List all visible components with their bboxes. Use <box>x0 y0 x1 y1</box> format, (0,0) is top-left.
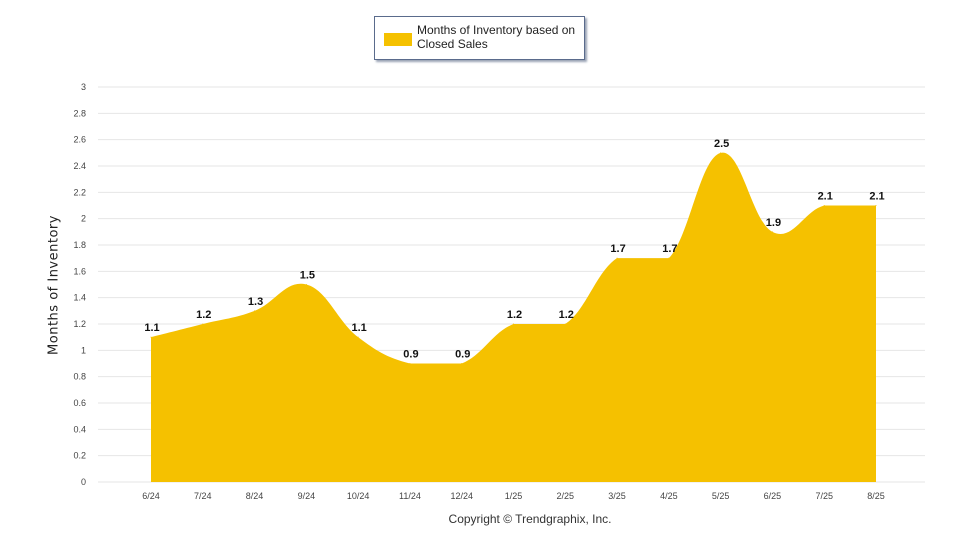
data-point <box>254 310 256 312</box>
x-tick-label: 11/24 <box>399 491 421 501</box>
series-area <box>151 152 876 482</box>
y-tick-label: 0.8 <box>73 372 86 382</box>
y-tick-label: 1.4 <box>73 293 86 303</box>
data-label: 0.9 <box>403 349 418 361</box>
data-point <box>720 152 722 154</box>
data-label: 0.9 <box>455 349 470 361</box>
y-tick-label: 0 <box>81 477 86 487</box>
data-label: 1.2 <box>559 309 574 321</box>
y-tick-label: 2.8 <box>73 108 86 118</box>
x-tick-label: 12/24 <box>450 491 473 501</box>
x-tick-label: 7/24 <box>194 491 212 501</box>
x-tick-label: 3/25 <box>608 491 626 501</box>
data-point <box>357 336 359 338</box>
data-point <box>513 323 514 325</box>
data-point <box>616 257 618 259</box>
data-label: 2.5 <box>714 138 729 150</box>
y-tick-label: 1.6 <box>73 266 86 276</box>
y-tick-label: 0.6 <box>73 398 86 408</box>
x-tick-label: 5/25 <box>712 491 730 501</box>
data-point <box>823 205 825 206</box>
x-tick-label: 10/24 <box>347 491 370 501</box>
data-point <box>461 363 463 364</box>
y-tick-label: 2.2 <box>73 187 86 197</box>
data-label: 1.9 <box>766 217 781 229</box>
legend: Months of Inventory based on Closed Sale… <box>374 16 585 60</box>
x-tick-label: 1/25 <box>505 491 523 501</box>
y-tick-label: 2 <box>81 214 86 224</box>
data-point <box>564 323 566 325</box>
data-point <box>771 231 773 233</box>
x-tick-label: 2/25 <box>557 491 575 501</box>
y-tick-label: 1 <box>81 345 86 355</box>
x-tick-label: 8/25 <box>867 491 885 501</box>
y-tick-label: 0.2 <box>73 451 86 461</box>
y-tick-label: 1.8 <box>73 240 86 250</box>
data-point <box>409 363 411 364</box>
data-label: 1.5 <box>300 270 315 282</box>
data-label: 2.1 <box>818 191 833 203</box>
x-tick-label: 4/25 <box>660 491 678 501</box>
y-tick-label: 0.4 <box>73 424 86 434</box>
y-tick-label: 2.6 <box>73 135 86 145</box>
data-label: 1.7 <box>610 243 625 255</box>
x-tick-label: 6/25 <box>764 491 782 501</box>
legend-label: Months of Inventory based on Closed Sale… <box>417 23 576 51</box>
data-label: 1.1 <box>351 322 366 334</box>
data-point <box>305 284 307 285</box>
x-tick-label: 9/24 <box>298 491 316 501</box>
data-point <box>875 205 877 206</box>
data-label: 1.7 <box>662 243 677 255</box>
data-point <box>668 257 670 259</box>
data-label: 1.1 <box>144 322 159 334</box>
data-point <box>202 323 204 325</box>
data-label: 1.2 <box>507 309 522 321</box>
y-tick-label: 1.2 <box>73 319 86 329</box>
x-tick-label: 6/24 <box>142 491 160 501</box>
copyright-text: Copyright © Trendgraphix, Inc. <box>448 512 612 526</box>
data-label: 1.2 <box>196 309 211 321</box>
x-tick-label: 8/24 <box>246 491 264 501</box>
x-tick-label: 7/25 <box>815 491 833 501</box>
y-tick-label: 3 <box>81 82 86 92</box>
data-label: 1.3 <box>248 296 263 308</box>
y-tick-label: 2.4 <box>73 161 86 171</box>
legend-swatch <box>384 33 412 46</box>
data-point <box>150 336 152 338</box>
data-label: 2.1 <box>869 191 884 203</box>
